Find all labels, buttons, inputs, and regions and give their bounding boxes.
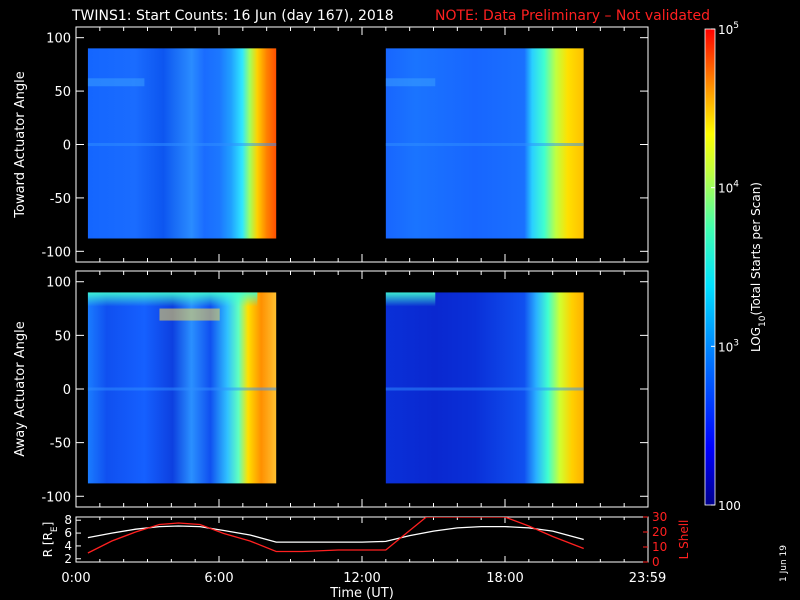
toward-angle-panel: 100 50 0 -50 -100 Toward Actuator Angle xyxy=(13,26,649,263)
y-tick-label: 4 xyxy=(64,539,72,553)
colorbar-label: LOG10(Total Starts per Scan) xyxy=(749,182,768,352)
x-tick-label: 0:00 xyxy=(61,571,90,586)
y-axis-label: Toward Actuator Angle xyxy=(13,71,28,218)
x-axis-label: Time (UT) xyxy=(329,586,394,600)
y-tick-label: 100 xyxy=(46,276,71,291)
y-tick-label: 8 xyxy=(64,513,72,527)
x-tick-label: 18:00 xyxy=(486,571,523,586)
l-shell-line xyxy=(87,517,584,554)
zero-angle-stripe xyxy=(385,387,584,391)
y-tick-label: 0 xyxy=(63,139,71,154)
high-angle-feature xyxy=(159,308,220,321)
zero-angle-stripe xyxy=(87,143,277,146)
high-angle-band xyxy=(87,78,145,87)
away-angle-panel: 100 50 0 -50 -100 Away Actuator Angle xyxy=(13,270,649,508)
y-axis-label: Away Actuator Angle xyxy=(13,321,28,456)
y-tick-label-right: 10 xyxy=(652,540,667,554)
high-angle-band xyxy=(385,292,436,307)
y-tick-label: -100 xyxy=(41,245,71,260)
y-axis-label-left: R [RE] xyxy=(41,522,60,558)
y-tick-label: -100 xyxy=(41,490,71,505)
x-tick-label: 6:00 xyxy=(204,571,233,586)
colorbar-tick-label: 104 xyxy=(718,180,739,196)
y-tick-label: 2 xyxy=(64,552,72,566)
y-tick-label: -50 xyxy=(50,192,71,207)
y-tick-label: 50 xyxy=(54,329,71,344)
x-tick-label: 23:59 xyxy=(629,571,666,586)
colorbar-tick-label: 103 xyxy=(718,338,739,354)
colorbar: 100 103 104 105 LOG10(Total Starts per Scan) xyxy=(704,21,768,513)
y-tick-label-right: 30 xyxy=(652,510,667,524)
high-angle-band xyxy=(87,292,258,307)
y-tick-label: 6 xyxy=(64,526,72,540)
colorbar-tick-label: 100 xyxy=(718,499,741,513)
y-tick-label: 0 xyxy=(63,383,71,398)
y-tick-label-right: 0 xyxy=(652,555,660,569)
y-tick-label-right: 20 xyxy=(652,525,667,539)
colorbar-gradient xyxy=(704,28,716,506)
chart-title: TWINS1: Start Counts: 16 Jun (day 167), … xyxy=(71,8,394,24)
zero-angle-stripe xyxy=(87,387,277,391)
y-tick-label: 50 xyxy=(54,85,71,100)
x-tick-label: 12:00 xyxy=(343,571,380,586)
y-tick-label: 100 xyxy=(46,32,71,47)
zero-angle-stripe xyxy=(385,143,584,146)
colorbar-tick-label: 105 xyxy=(718,21,739,37)
y-tick-label: -50 xyxy=(50,437,71,452)
y-axis-label-right: L Shell xyxy=(677,520,691,560)
high-angle-band xyxy=(385,78,436,87)
footer-date: 1 Jun 19 xyxy=(779,545,789,582)
data-note: NOTE: Data Preliminary – Not validated xyxy=(435,8,710,24)
r-distance-line xyxy=(87,525,584,543)
